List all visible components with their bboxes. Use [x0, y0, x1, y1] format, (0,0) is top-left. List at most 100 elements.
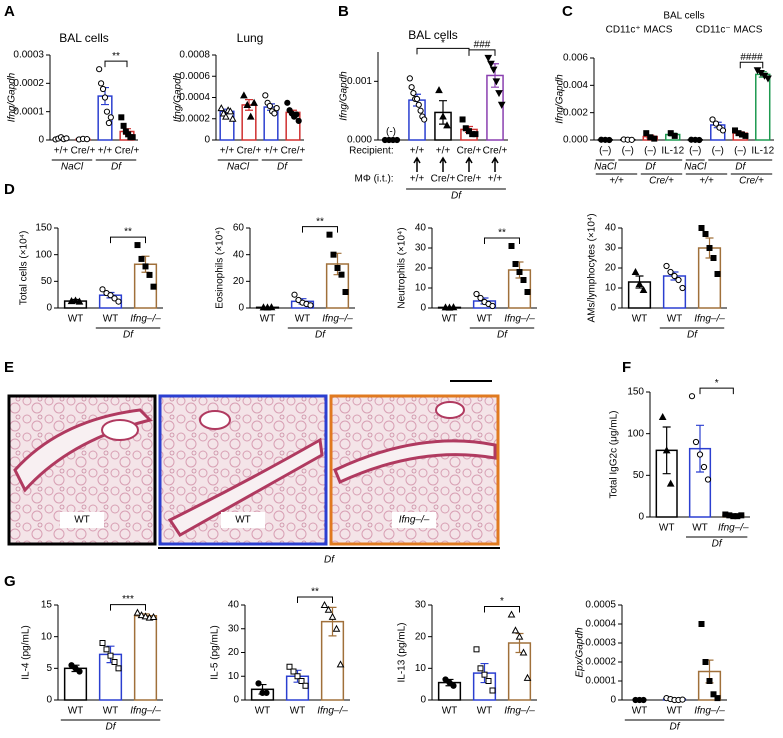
- data-point: [742, 132, 749, 139]
- y-axis-label: Neutrophils (×10⁴): [397, 227, 408, 308]
- data-point: [706, 245, 713, 251]
- data-point: [450, 682, 457, 689]
- y-tick-label: 0: [420, 303, 426, 314]
- data-point: [286, 663, 293, 670]
- x-tick-label: Cre/+: [431, 174, 456, 185]
- group-label: NaCl: [227, 162, 250, 173]
- data-point: [273, 105, 280, 112]
- data-point: [99, 286, 106, 293]
- annotation: ***: [122, 594, 134, 605]
- x-tick-label: WT: [659, 523, 675, 534]
- y-tick-label: 0.006: [563, 53, 588, 64]
- y-axis-label: IL-13 (pg/mL): [397, 622, 408, 682]
- bar: [133, 615, 158, 701]
- significance-bracket: [468, 49, 496, 56]
- y-tick-label: 0.0002: [179, 113, 210, 124]
- bar: [662, 275, 687, 309]
- chart: 0 0.0002 0.0004 0.0006 0.0008 Ifng/Gapdh Lung +…: [173, 31, 306, 172]
- x-tick-label: WT: [103, 314, 119, 325]
- x-tick-label: (–): [712, 146, 724, 157]
- data-point: [96, 66, 103, 73]
- y-tick-label: 30: [605, 243, 617, 254]
- data-point: [107, 292, 114, 299]
- data-point: [298, 678, 305, 684]
- y-tick-label: 30: [415, 243, 427, 254]
- chart: 0 10 20 30 40 IL-5 (pg/mL) WT WT Ifng–/– **: [210, 587, 350, 717]
- data-point: [334, 265, 341, 271]
- chart: 0 0.0001 0.0002 0.0003 Ifng/Gapdh BAL cells +/…: [7, 31, 140, 172]
- data-point: [99, 640, 106, 646]
- error-bar: [696, 424, 704, 473]
- x-tick-label: WT: [68, 314, 84, 325]
- y-tick-label: 20: [233, 276, 245, 287]
- x-tick-label: IL-12: [661, 146, 684, 157]
- y-tick-label: 100: [35, 249, 52, 260]
- y-tick-label: 0.0004: [585, 619, 616, 630]
- bar: [63, 667, 88, 701]
- data-point: [134, 242, 141, 249]
- group-label: Df: [315, 330, 326, 341]
- significance-bracket: [484, 237, 520, 244]
- data-point: [702, 659, 709, 665]
- y-tick-label: 0: [46, 695, 52, 706]
- data-point: [477, 665, 484, 672]
- data-point: [714, 271, 721, 277]
- header: BAL cells: [663, 11, 704, 22]
- annotation: **: [311, 587, 319, 598]
- data-point: [508, 243, 515, 249]
- data-point: [489, 66, 498, 74]
- chart: 0 10 20 30 IL-13 (pg/mL) WT WT Ifng–/– *: [397, 596, 537, 717]
- x-tick-label: WT: [632, 314, 648, 325]
- data-point: [406, 75, 413, 82]
- data-point: [700, 463, 708, 471]
- header: CD11c⁺ MACS: [606, 25, 673, 36]
- annotation: *: [441, 38, 445, 49]
- x-tick-label: Ifng–/–: [322, 314, 353, 325]
- arrow: [491, 156, 499, 172]
- data-point: [698, 621, 705, 627]
- chart-title: Lung: [237, 31, 264, 45]
- group-label: Cre/+: [739, 176, 764, 187]
- x-tick-label: Cre/+: [237, 146, 262, 157]
- data-point: [515, 632, 524, 640]
- y-tick-label: 0.000: [563, 135, 588, 146]
- annotation: *: [715, 378, 719, 389]
- data-point: [107, 114, 114, 121]
- x-tick-label: WT: [290, 706, 306, 717]
- header: CD11c⁻ MACS: [696, 25, 763, 36]
- y-axis-label: IL-5 (pg/mL): [210, 625, 221, 679]
- annotation: ####: [740, 52, 763, 63]
- data-point: [688, 393, 696, 400]
- vessel: [199, 410, 231, 430]
- chart-title: BAL cells: [408, 28, 458, 42]
- data-point: [324, 605, 333, 613]
- data-point: [487, 60, 495, 68]
- data-point: [137, 611, 146, 619]
- data-point: [228, 114, 237, 122]
- image-label: Ifng–/–: [399, 515, 430, 526]
- bar: [755, 73, 771, 141]
- data-point: [103, 108, 111, 115]
- group-label: Df: [670, 722, 681, 733]
- y-tick-label: 0: [610, 695, 616, 706]
- x-tick-label: +/+: [410, 174, 425, 185]
- data-point: [266, 102, 273, 110]
- data-point: [271, 110, 278, 117]
- y-axis-label: AMs/lymphocytes (×10⁴): [587, 213, 598, 322]
- y-axis-label: Ifng/Gapdh: [339, 71, 350, 121]
- data-point: [149, 612, 158, 621]
- panel-label: D: [4, 181, 15, 198]
- y-tick-label: 40: [228, 600, 240, 611]
- x-tick-label: +/+: [264, 146, 279, 157]
- data-point: [72, 665, 79, 672]
- data-point: [328, 612, 337, 620]
- data-point: [473, 290, 480, 298]
- data-point: [658, 412, 667, 420]
- data-point: [679, 284, 686, 292]
- error-bar: [328, 606, 337, 637]
- annotation: **: [498, 228, 506, 239]
- group-label: Df: [497, 330, 508, 341]
- y-tick-label: 0.0002: [585, 657, 616, 668]
